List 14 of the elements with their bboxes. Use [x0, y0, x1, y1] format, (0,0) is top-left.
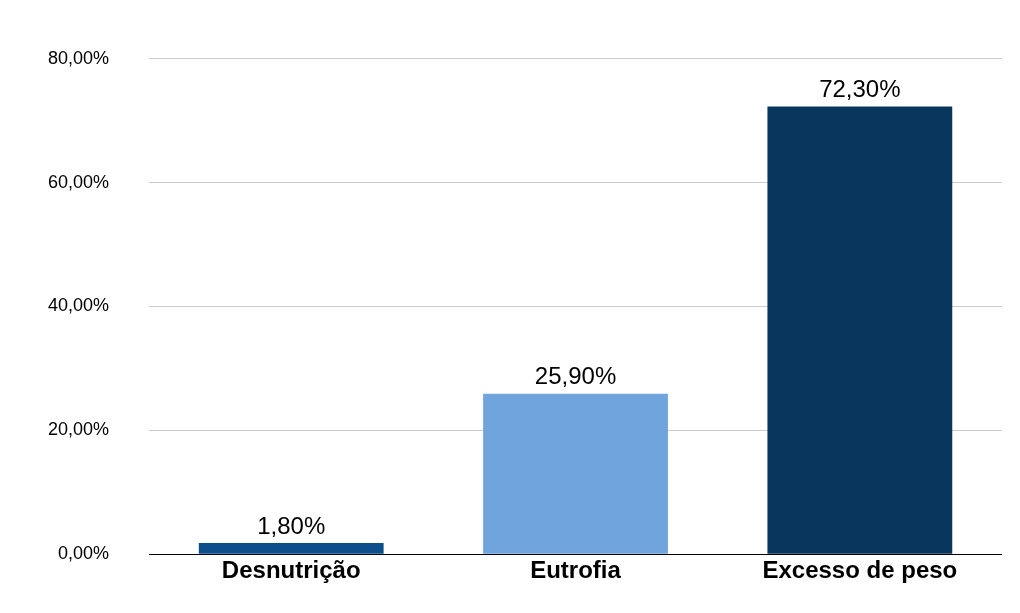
bar — [483, 393, 668, 554]
y-tick-label: 80,00% — [47, 47, 110, 68]
y-tick-label: 20,00% — [47, 419, 110, 440]
x-tick-label: Excesso de peso — [762, 556, 958, 584]
data-label: 1,80% — [257, 511, 326, 539]
y-tick-label: 60,00% — [47, 171, 110, 192]
x-tick-label: Desnutrição — [221, 556, 361, 584]
y-tick-label: 40,00% — [47, 295, 110, 316]
y-tick-label: 0,00% — [58, 543, 110, 564]
bar — [198, 543, 384, 554]
bar — [767, 106, 953, 554]
data-label: 25,90% — [534, 362, 617, 390]
x-tick-label: Eutrofia — [530, 556, 622, 584]
data-label: 72,30% — [819, 75, 901, 103]
